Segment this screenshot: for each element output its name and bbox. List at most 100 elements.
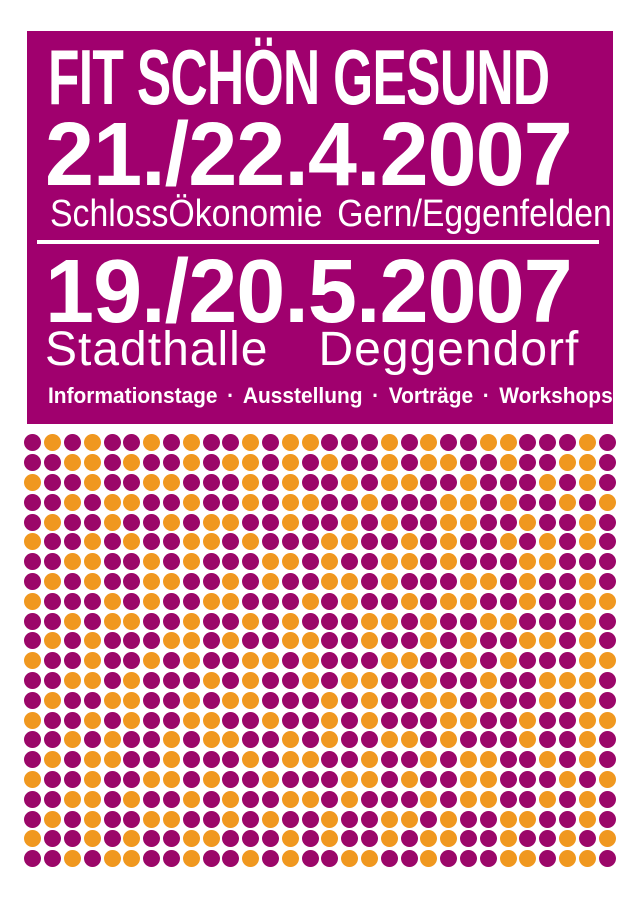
dot <box>83 454 101 472</box>
dot <box>162 493 180 511</box>
dot <box>341 454 359 472</box>
dot <box>281 830 299 848</box>
dot <box>202 830 220 848</box>
dot <box>103 592 121 610</box>
dot <box>44 533 62 551</box>
dot <box>44 592 62 610</box>
dot <box>123 671 141 689</box>
dot <box>123 632 141 650</box>
dot <box>143 751 161 769</box>
dot <box>499 553 517 571</box>
dot <box>360 533 378 551</box>
dot <box>420 810 438 828</box>
dot <box>143 652 161 670</box>
dot <box>281 711 299 729</box>
dot <box>321 553 339 571</box>
dot <box>143 473 161 491</box>
dot <box>321 473 339 491</box>
dot <box>202 513 220 531</box>
dot <box>420 790 438 808</box>
dot <box>222 632 240 650</box>
dot <box>459 454 477 472</box>
dot <box>261 612 279 630</box>
dot <box>499 572 517 590</box>
dot <box>182 612 200 630</box>
dot <box>440 731 458 749</box>
dot <box>321 434 339 452</box>
dot <box>103 850 121 868</box>
dot <box>261 850 279 868</box>
dot <box>83 671 101 689</box>
dot <box>222 434 240 452</box>
dot <box>261 592 279 610</box>
dot <box>143 454 161 472</box>
dot <box>143 513 161 531</box>
event2-date: 19./20.5.2007 <box>45 242 573 342</box>
dot <box>558 493 576 511</box>
dot <box>123 592 141 610</box>
dot <box>123 850 141 868</box>
dot <box>459 691 477 709</box>
dot <box>420 434 438 452</box>
dot <box>578 592 596 610</box>
dot <box>24 434 42 452</box>
dot <box>301 830 319 848</box>
dot <box>24 751 42 769</box>
dot <box>341 493 359 511</box>
dot <box>479 850 497 868</box>
dot <box>380 533 398 551</box>
dot <box>301 711 319 729</box>
dot <box>143 572 161 590</box>
dot <box>103 533 121 551</box>
dot <box>261 711 279 729</box>
dot <box>499 770 517 788</box>
dot <box>222 731 240 749</box>
dot <box>519 790 537 808</box>
dot <box>519 751 537 769</box>
dot <box>519 493 537 511</box>
dot <box>341 850 359 868</box>
dot <box>281 513 299 531</box>
dot <box>400 493 418 511</box>
dot <box>519 553 537 571</box>
dot <box>63 454 81 472</box>
dot <box>83 830 101 848</box>
dot <box>301 592 319 610</box>
dot <box>242 711 260 729</box>
dot <box>519 691 537 709</box>
dot <box>440 711 458 729</box>
dot <box>222 711 240 729</box>
dot <box>182 473 200 491</box>
dot <box>578 572 596 590</box>
dot <box>103 572 121 590</box>
dot <box>222 473 240 491</box>
dot <box>539 612 557 630</box>
dot <box>44 513 62 531</box>
dot <box>24 513 42 531</box>
dot <box>63 434 81 452</box>
dot <box>301 572 319 590</box>
dot <box>202 592 220 610</box>
dot <box>420 711 438 729</box>
dot <box>598 513 616 531</box>
dot <box>440 592 458 610</box>
dot <box>202 434 220 452</box>
dot <box>63 612 81 630</box>
dot <box>400 454 418 472</box>
dot <box>380 810 398 828</box>
dot <box>400 513 418 531</box>
dot <box>558 632 576 650</box>
dot <box>420 454 438 472</box>
dot <box>519 652 537 670</box>
dot <box>539 671 557 689</box>
dot <box>598 790 616 808</box>
dot <box>380 553 398 571</box>
dot <box>539 572 557 590</box>
dot <box>499 454 517 472</box>
dot <box>341 691 359 709</box>
dot <box>63 711 81 729</box>
dot <box>103 473 121 491</box>
dot <box>202 731 220 749</box>
dot <box>420 473 438 491</box>
dot <box>459 612 477 630</box>
